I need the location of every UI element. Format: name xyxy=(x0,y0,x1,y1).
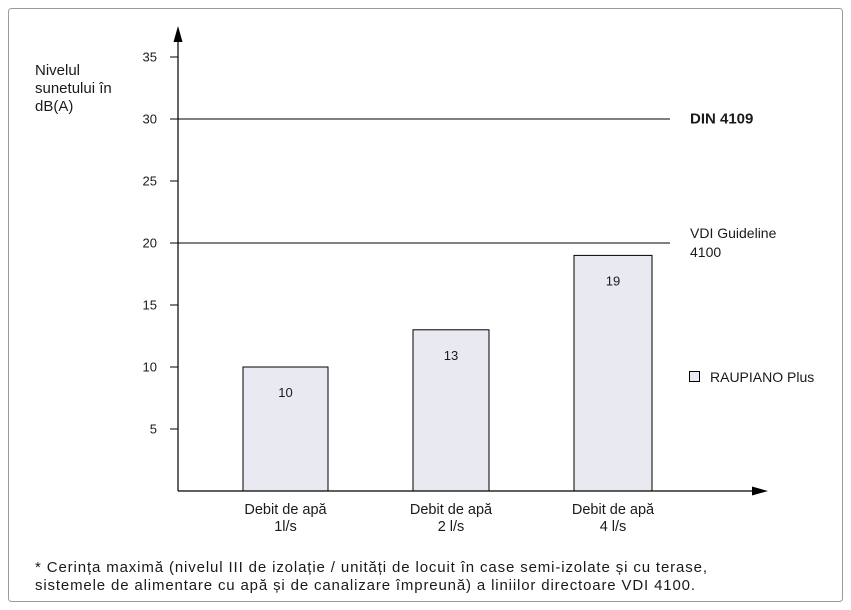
bar-value-label: 19 xyxy=(606,273,620,288)
category-label-line: Debit de apă xyxy=(244,502,327,518)
reference-line-label-line: DIN 4109 xyxy=(690,111,753,128)
x-axis-arrow-icon xyxy=(752,486,768,496)
bar xyxy=(242,366,329,492)
legend: RAUPIANO Plus xyxy=(689,369,814,385)
legend-swatch xyxy=(689,371,700,382)
reference-line-label: VDI Guideline 4100 xyxy=(690,225,777,260)
y-tick-label: 25 xyxy=(143,174,157,189)
bar-value-label: 13 xyxy=(444,348,458,363)
y-axis-title-line: dB(A) xyxy=(35,98,73,115)
bar-value-label: 10 xyxy=(278,385,292,400)
category-label-line: Debit de apă xyxy=(572,502,655,518)
y-axis-title-line: sunetului în xyxy=(35,80,112,97)
y-axis-title-line: Nivelul xyxy=(35,62,80,79)
category-label-line: 1l/s xyxy=(274,519,297,535)
category-label: Debit de apă 1l/s xyxy=(244,502,327,535)
y-tick-label: 20 xyxy=(143,236,157,251)
y-tick-label: 5 xyxy=(150,422,157,437)
reference-line-label-line: VDI Guideline xyxy=(690,225,777,241)
category-label: Debit de apă 4 l/s xyxy=(572,502,655,535)
footnote-line: * Cerința maximă (nivelul III de izolați… xyxy=(35,559,707,576)
y-tick-label: 10 xyxy=(143,360,157,375)
y-tick-label: 35 xyxy=(143,50,157,65)
axes xyxy=(173,26,768,496)
reference-line-label-line: 4100 xyxy=(690,244,721,260)
reference-line-label: DIN 4109 xyxy=(690,111,753,128)
y-tick-label: 15 xyxy=(143,298,157,313)
category-label-line: 2 l/s xyxy=(438,519,465,535)
category-label-line: 4 l/s xyxy=(600,519,627,535)
legend-label: RAUPIANO Plus xyxy=(710,369,814,385)
bar xyxy=(412,329,490,492)
footnote-line: sistemele de alimentare cu apă și de can… xyxy=(35,577,695,594)
footnote: * Cerința maximă (nivelul III de izolați… xyxy=(35,559,707,594)
bar xyxy=(573,254,653,492)
y-axis-arrow-icon xyxy=(173,26,183,42)
y-axis-title: Nivelul sunetului în dB(A) xyxy=(35,62,116,115)
category-label: Debit de apă 2 l/s xyxy=(410,502,493,535)
category-label-line: Debit de apă xyxy=(410,502,493,518)
y-tick-label: 30 xyxy=(143,112,157,127)
